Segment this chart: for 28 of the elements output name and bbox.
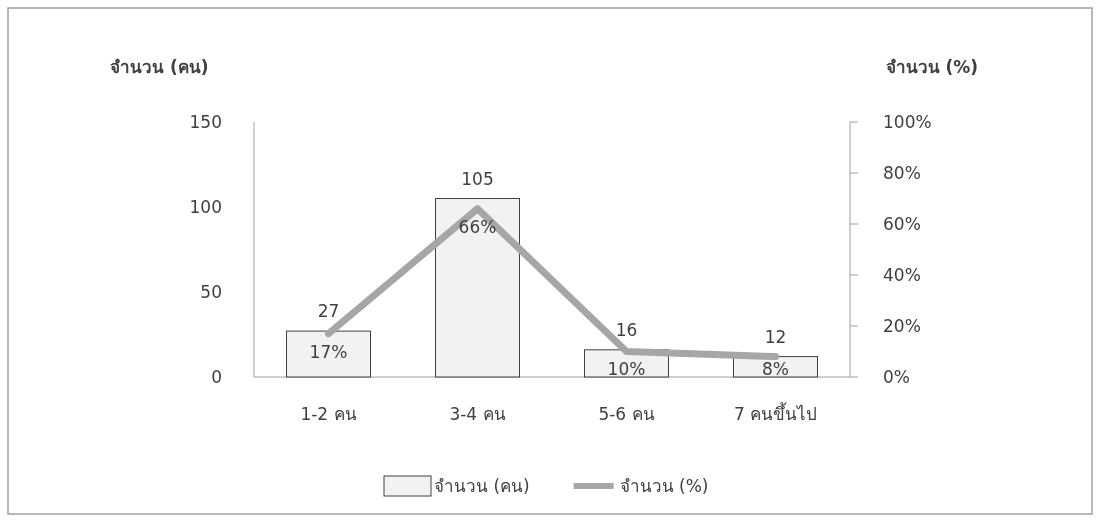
y2-tick-label: 40%	[883, 265, 921, 285]
y2-tick-label: 100%	[883, 112, 932, 132]
y-tick-label: 0	[211, 367, 222, 387]
y-tick-label: 150	[189, 112, 222, 132]
data-label: 16	[615, 319, 638, 340]
y2-axis-title: จำนวน (%)	[885, 57, 978, 77]
y-axis-title: จำนวน (คน)	[110, 57, 209, 77]
y-tick-label: 100	[189, 197, 222, 217]
y2-tick-label: 60%	[883, 214, 921, 234]
bar	[435, 198, 520, 378]
y2-tick-label: 20%	[883, 316, 921, 336]
y-tick-label: 50	[200, 282, 222, 302]
y2-tick-label: 80%	[883, 163, 921, 183]
data-label: 8%	[762, 359, 789, 379]
legend-label: จำนวน (%)	[619, 476, 709, 496]
bar	[286, 330, 371, 378]
x-tick-label: 5-6 คน	[598, 404, 655, 424]
data-label: 66%	[458, 216, 497, 237]
legend-label: จำนวน (คน)	[434, 476, 530, 496]
x-tick-label: 7 คนขึ้นไป	[733, 402, 818, 424]
data-label: 27	[317, 301, 340, 322]
x-tick-label: 1-2 คน	[300, 404, 357, 424]
data-label: 105	[461, 168, 494, 189]
y2-tick-label: 0%	[883, 367, 910, 387]
data-label: 12	[764, 326, 787, 347]
data-label: 10%	[607, 359, 646, 379]
data-label: 17%	[309, 341, 348, 362]
x-tick-label: 3-4 คน	[449, 404, 506, 424]
